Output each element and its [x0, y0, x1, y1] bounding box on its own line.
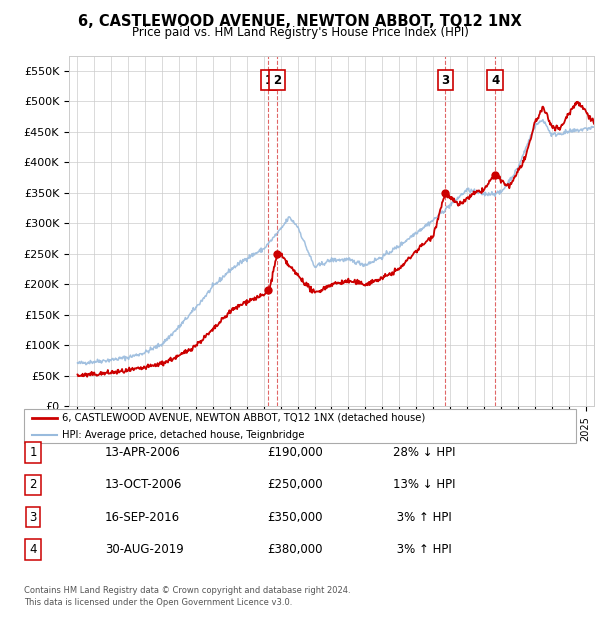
Text: 3: 3: [441, 74, 449, 87]
Text: This data is licensed under the Open Government Licence v3.0.: This data is licensed under the Open Gov…: [24, 598, 292, 607]
Text: 4: 4: [29, 543, 37, 556]
Text: 13-APR-2006: 13-APR-2006: [105, 446, 181, 459]
Text: 6, CASTLEWOOD AVENUE, NEWTON ABBOT, TQ12 1NX: 6, CASTLEWOOD AVENUE, NEWTON ABBOT, TQ12…: [78, 14, 522, 29]
Text: 13% ↓ HPI: 13% ↓ HPI: [393, 479, 455, 491]
Text: £380,000: £380,000: [267, 543, 323, 556]
Text: 6, CASTLEWOOD AVENUE, NEWTON ABBOT, TQ12 1NX (detached house): 6, CASTLEWOOD AVENUE, NEWTON ABBOT, TQ12…: [62, 413, 425, 423]
Text: 3: 3: [29, 511, 37, 523]
Text: Contains HM Land Registry data © Crown copyright and database right 2024.: Contains HM Land Registry data © Crown c…: [24, 586, 350, 595]
Text: 1: 1: [29, 446, 37, 459]
Text: 1: 1: [265, 74, 272, 87]
Text: 3% ↑ HPI: 3% ↑ HPI: [393, 543, 452, 556]
Text: 28% ↓ HPI: 28% ↓ HPI: [393, 446, 455, 459]
Text: £350,000: £350,000: [267, 511, 323, 523]
Text: 3% ↑ HPI: 3% ↑ HPI: [393, 511, 452, 523]
Text: 4: 4: [491, 74, 499, 87]
Text: 16-SEP-2016: 16-SEP-2016: [105, 511, 180, 523]
Text: 13-OCT-2006: 13-OCT-2006: [105, 479, 182, 491]
Text: £190,000: £190,000: [267, 446, 323, 459]
Text: 30-AUG-2019: 30-AUG-2019: [105, 543, 184, 556]
Text: Price paid vs. HM Land Registry's House Price Index (HPI): Price paid vs. HM Land Registry's House …: [131, 26, 469, 39]
Text: 2: 2: [273, 74, 281, 87]
FancyBboxPatch shape: [24, 409, 576, 443]
Text: HPI: Average price, detached house, Teignbridge: HPI: Average price, detached house, Teig…: [62, 430, 304, 440]
Text: 2: 2: [29, 479, 37, 491]
Text: £250,000: £250,000: [267, 479, 323, 491]
